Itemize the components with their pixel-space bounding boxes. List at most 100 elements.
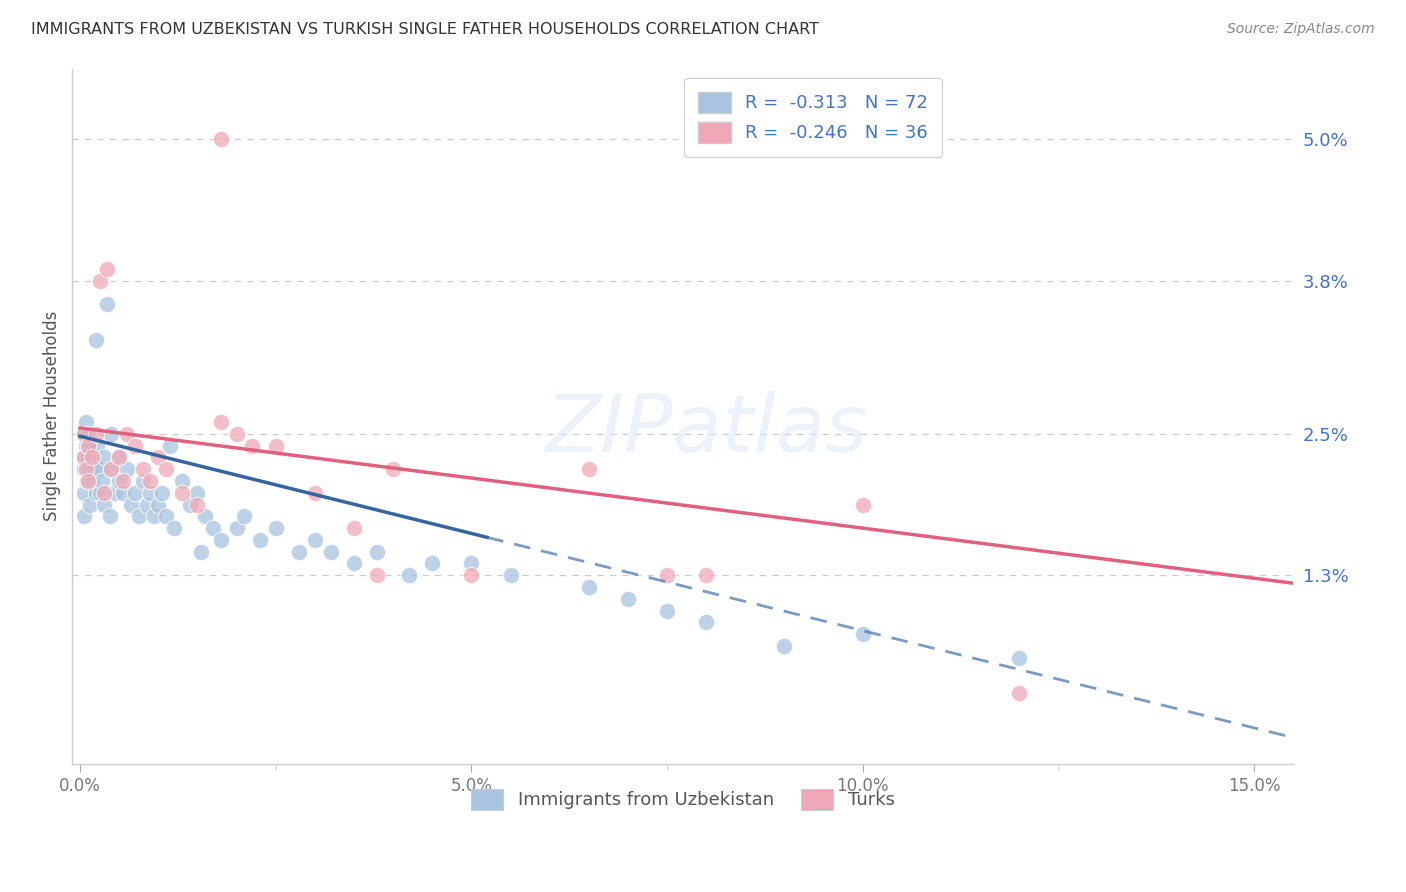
Point	[79, 462, 101, 476]
Point	[190, 544, 212, 558]
Point	[83, 462, 105, 476]
Point	[420, 557, 443, 571]
Point	[100, 462, 122, 476]
Point	[852, 627, 875, 641]
Point	[382, 462, 405, 476]
Point	[91, 474, 114, 488]
Point	[304, 485, 326, 500]
Point	[209, 132, 232, 146]
Point	[84, 333, 107, 347]
Point	[128, 509, 150, 524]
Point	[77, 426, 100, 441]
Point	[76, 474, 98, 488]
Point	[80, 450, 103, 465]
Point	[460, 568, 482, 582]
Point	[75, 462, 97, 476]
Point	[120, 498, 142, 512]
Point	[93, 450, 115, 465]
Point	[578, 462, 600, 476]
Point	[93, 498, 115, 512]
Point	[135, 498, 157, 512]
Point	[108, 450, 131, 465]
Point	[366, 568, 388, 582]
Point	[98, 509, 121, 524]
Point	[84, 485, 107, 500]
Point	[773, 639, 796, 653]
Point	[225, 426, 247, 441]
Point	[209, 533, 232, 547]
Point	[139, 485, 162, 500]
Point	[159, 439, 181, 453]
Point	[115, 462, 138, 476]
Point	[100, 426, 122, 441]
Point	[73, 450, 96, 465]
Point	[79, 439, 101, 453]
Point	[77, 450, 100, 465]
Y-axis label: Single Father Households: Single Father Households	[44, 311, 60, 521]
Point	[304, 533, 326, 547]
Point	[73, 426, 96, 441]
Point	[398, 568, 420, 582]
Point	[84, 426, 107, 441]
Point	[148, 450, 170, 465]
Point	[249, 533, 271, 547]
Point	[155, 462, 177, 476]
Point	[73, 509, 96, 524]
Point	[89, 462, 111, 476]
Point	[79, 498, 101, 512]
Point	[695, 615, 717, 630]
Point	[655, 568, 678, 582]
Point	[209, 415, 232, 429]
Point	[75, 439, 97, 453]
Point	[73, 426, 96, 441]
Point	[89, 274, 111, 288]
Point	[80, 450, 103, 465]
Point	[1008, 686, 1031, 700]
Point	[75, 415, 97, 429]
Point	[163, 521, 186, 535]
Point	[80, 474, 103, 488]
Point	[124, 439, 146, 453]
Point	[499, 568, 522, 582]
Point	[89, 485, 111, 500]
Point	[112, 474, 135, 488]
Point	[73, 450, 96, 465]
Point	[288, 544, 311, 558]
Text: IMMIGRANTS FROM UZBEKISTAN VS TURKISH SINGLE FATHER HOUSEHOLDS CORRELATION CHART: IMMIGRANTS FROM UZBEKISTAN VS TURKISH SI…	[31, 22, 818, 37]
Point	[186, 485, 208, 500]
Point	[131, 474, 153, 488]
Point	[343, 521, 366, 535]
Point	[194, 509, 217, 524]
Point	[264, 439, 287, 453]
Point	[319, 544, 342, 558]
Point	[186, 498, 208, 512]
Point	[139, 474, 162, 488]
Point	[264, 521, 287, 535]
Point	[1008, 650, 1031, 665]
Point	[170, 474, 193, 488]
Point	[131, 462, 153, 476]
Point	[143, 509, 166, 524]
Point	[202, 521, 225, 535]
Point	[73, 462, 96, 476]
Point	[115, 426, 138, 441]
Point	[112, 485, 135, 500]
Point	[86, 439, 108, 453]
Text: Source: ZipAtlas.com: Source: ZipAtlas.com	[1227, 22, 1375, 37]
Point	[93, 485, 115, 500]
Point	[366, 544, 388, 558]
Point	[852, 498, 875, 512]
Point	[100, 462, 122, 476]
Point	[617, 591, 640, 606]
Legend: Immigrants from Uzbekistan, Turks: Immigrants from Uzbekistan, Turks	[456, 774, 910, 824]
Point	[108, 474, 131, 488]
Text: ZIPatlas: ZIPatlas	[546, 391, 869, 469]
Point	[96, 297, 118, 311]
Point	[225, 521, 247, 535]
Point	[460, 557, 482, 571]
Point	[240, 439, 263, 453]
Point	[77, 474, 100, 488]
Point	[77, 439, 100, 453]
Point	[233, 509, 256, 524]
Point	[179, 498, 201, 512]
